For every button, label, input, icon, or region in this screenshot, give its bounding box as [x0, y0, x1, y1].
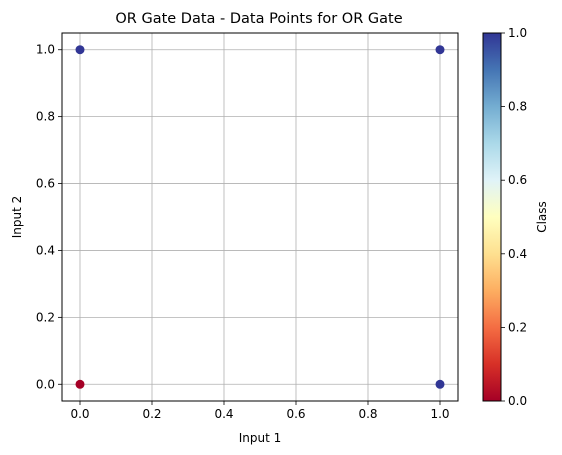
y-tick-label: 1.0 — [36, 43, 55, 57]
x-axis-label: Input 1 — [239, 431, 282, 445]
colorbar-tick-label: 0.8 — [508, 100, 527, 114]
x-tick-label: 0.4 — [214, 407, 233, 421]
data-point — [435, 379, 445, 389]
chart-title: OR Gate Data - Data Points for OR Gate — [115, 11, 402, 27]
colorbar-label: Class — [535, 201, 549, 233]
x-tick-label: 1.0 — [430, 407, 449, 421]
data-point — [75, 379, 85, 389]
colorbar-frame — [482, 32, 502, 402]
y-tick-label: 0.6 — [36, 177, 55, 191]
y-tick-label: 0.0 — [36, 377, 55, 391]
y-tick-label: 0.2 — [36, 310, 55, 324]
data-points — [75, 45, 445, 389]
grid-lines — [62, 33, 458, 401]
x-tick-label: 0.2 — [142, 407, 161, 421]
colorbar-tick-label: 0.6 — [508, 173, 527, 187]
x-axis-ticks: 0.0 0.2 0.4 0.6 0.8 1.0 — [70, 401, 450, 421]
x-tick-label: 0.0 — [70, 407, 89, 421]
y-axis-label: Input 2 — [10, 196, 24, 239]
y-tick-label: 0.8 — [36, 110, 55, 124]
colorbar-gradient — [483, 33, 501, 401]
x-tick-label: 0.8 — [358, 407, 377, 421]
colorbar-tick-label: 1.0 — [508, 26, 527, 40]
colorbar-tick-label: 0.4 — [508, 247, 527, 261]
x-tick-label: 0.6 — [286, 407, 305, 421]
y-axis-ticks: 0.0 0.2 0.4 0.6 0.8 1.0 — [36, 43, 62, 391]
colorbar-ticks: 0.0 0.2 0.4 0.6 0.8 1.0 — [501, 26, 527, 408]
plot-frame — [61, 32, 459, 402]
colorbar-tick-label: 0.2 — [508, 320, 527, 334]
colorbar-tick-label: 0.0 — [508, 394, 527, 408]
y-tick-label: 0.4 — [36, 243, 55, 257]
data-point — [435, 45, 445, 55]
data-point — [75, 45, 85, 55]
